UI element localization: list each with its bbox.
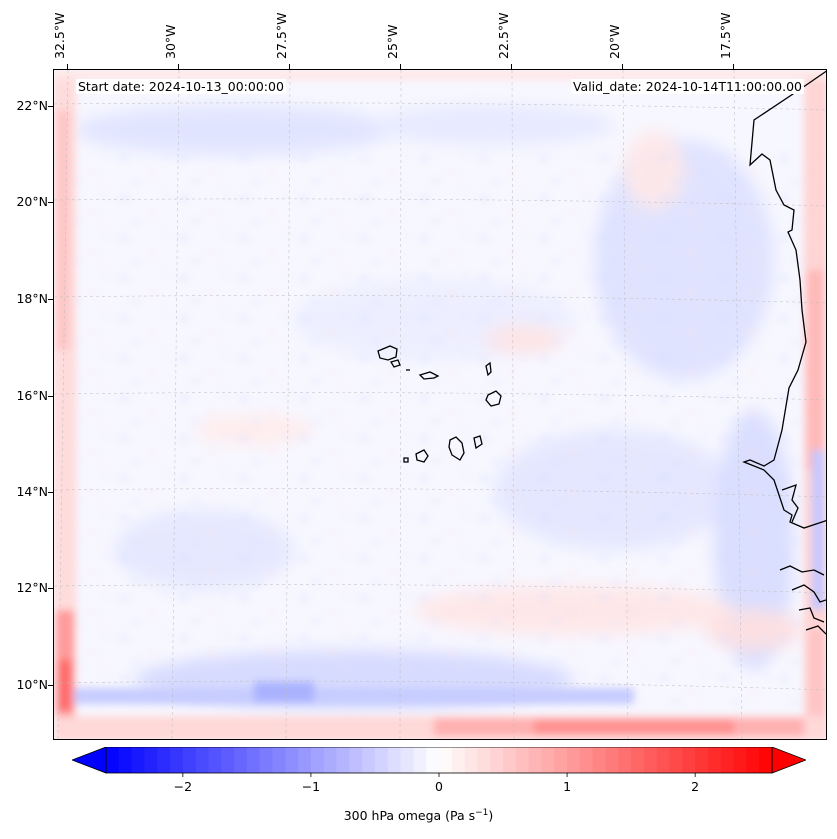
lat-label-14n: 14°N <box>16 484 48 499</box>
colorbar-cell <box>182 747 197 773</box>
valid-date-annotation: Valid_date: 2024-10-14T11:00:00.00 <box>570 79 804 94</box>
colorbar-cell <box>439 747 453 773</box>
colorbar-cell <box>426 747 440 773</box>
colorbar-cells <box>106 747 773 773</box>
colorbar-cell <box>106 747 120 773</box>
africa-coastline <box>742 70 826 529</box>
colorbar-cell <box>131 747 145 773</box>
lat-label-10n: 10°N <box>16 677 48 692</box>
colorbar-label: 300 hPa omega (Pa s−1) <box>0 808 837 823</box>
gridlines <box>54 70 826 739</box>
colorbar-cell <box>336 747 350 773</box>
colorbar-cell <box>707 747 722 773</box>
colorbar-cell <box>464 747 478 773</box>
colorbar-extend-max <box>771 747 806 774</box>
colorbar-tick-label: −2 <box>173 779 193 794</box>
lon-label-25w: 25°W <box>385 24 400 59</box>
colorbar-tick-label: −1 <box>301 779 321 794</box>
colorbar-cell <box>221 747 235 773</box>
colorbar-cell <box>567 747 581 773</box>
colorbar-cell <box>451 747 466 773</box>
island-santo-antao <box>377 345 398 361</box>
colorbar-extend-min <box>72 747 107 774</box>
colorbar-cell <box>746 747 760 773</box>
island-santiago <box>448 436 465 461</box>
colorbar-cell <box>515 747 530 773</box>
colorbar-cell <box>720 747 735 773</box>
lat-label-22n: 22°N <box>16 98 48 113</box>
colorbar-tick-label: 2 <box>691 779 700 794</box>
island-fogo <box>415 449 429 463</box>
island-maio <box>473 435 483 450</box>
colorbar-cell <box>682 747 696 773</box>
colorbar-cell <box>490 747 504 773</box>
lon-label-32.5w: 32.5°W <box>52 12 67 59</box>
island-sal <box>485 361 492 377</box>
lon-label-17.5w: 17.5°W <box>718 12 733 59</box>
colorbar-cell <box>362 747 376 773</box>
colorbar-cell <box>310 747 325 773</box>
island-sao-nicolau <box>418 371 440 380</box>
colorbar-cell <box>400 747 414 773</box>
colorbar-cell <box>631 747 645 773</box>
colorbar-cell <box>656 747 671 773</box>
colorbar-label-text: 300 hPa omega (Pa s <box>343 808 476 824</box>
colorbar-cell <box>234 747 248 773</box>
colorbar-cell <box>157 747 171 773</box>
colorbar-ticks <box>182 773 696 777</box>
colorbar-cell <box>272 747 286 773</box>
colorbar-cell <box>618 747 632 773</box>
colorbar-cell <box>208 747 222 773</box>
coastline <box>377 70 826 635</box>
field-texture <box>54 150 826 710</box>
colorbar-cell <box>605 747 619 773</box>
island-sao-vicente <box>390 359 401 368</box>
colorbar-cell <box>541 747 555 773</box>
colorbar-cell <box>528 747 542 773</box>
island-brava <box>403 457 409 463</box>
colorbar-cell <box>592 747 606 773</box>
colorbar-cell <box>759 747 773 773</box>
colorbar-cell <box>669 747 683 773</box>
colorbar-label-exponent: −1 <box>475 808 489 818</box>
lon-label-20w: 20°W <box>607 24 622 59</box>
colorbar-cell <box>323 747 338 773</box>
colorbar-cell <box>246 747 261 773</box>
colorbar-cell <box>554 747 568 773</box>
colorbar-cell <box>477 747 491 773</box>
colorbar-cell <box>144 747 158 773</box>
lon-label-22.5w: 22.5°W <box>496 12 511 59</box>
colorbar-cell <box>118 747 133 773</box>
lon-label-30w: 30°W <box>163 24 178 59</box>
colorbar-cell <box>285 747 299 773</box>
colorbar-cell <box>695 747 709 773</box>
lat-label-18n: 18°N <box>16 291 48 306</box>
start-date-annotation: Start date: 2024-10-13_00:00:00 <box>76 79 286 94</box>
map-plot-area: Start date: 2024-10-13_00:00:00 Valid_da… <box>53 69 827 740</box>
lat-label-20n: 20°N <box>16 194 48 209</box>
colorbar-cell <box>259 747 273 773</box>
omega-field-map <box>54 70 826 739</box>
colorbar-cell <box>374 747 389 773</box>
colorbar-tick-label: 0 <box>435 779 443 794</box>
lat-label-12n: 12°N <box>16 580 48 595</box>
colorbar-tick-label: 1 <box>563 779 572 794</box>
colorbar-cell <box>170 747 184 773</box>
colorbar-cell <box>733 747 747 773</box>
colorbar <box>72 747 806 777</box>
lon-label-27.5w: 27.5°W <box>274 12 289 59</box>
colorbar-cell <box>298 747 312 773</box>
island-boa-vista <box>485 390 502 407</box>
colorbar-cell <box>349 747 363 773</box>
lat-label-16n: 16°N <box>16 388 48 403</box>
colorbar-cell <box>387 747 402 773</box>
colorbar-cell <box>503 747 517 773</box>
colorbar-cell <box>195 747 209 773</box>
colorbar-cell <box>413 747 427 773</box>
colorbar-label-close: ) <box>488 808 494 824</box>
colorbar-cell <box>643 747 658 773</box>
boundary-bands <box>54 70 826 739</box>
colorbar-cell <box>579 747 594 773</box>
